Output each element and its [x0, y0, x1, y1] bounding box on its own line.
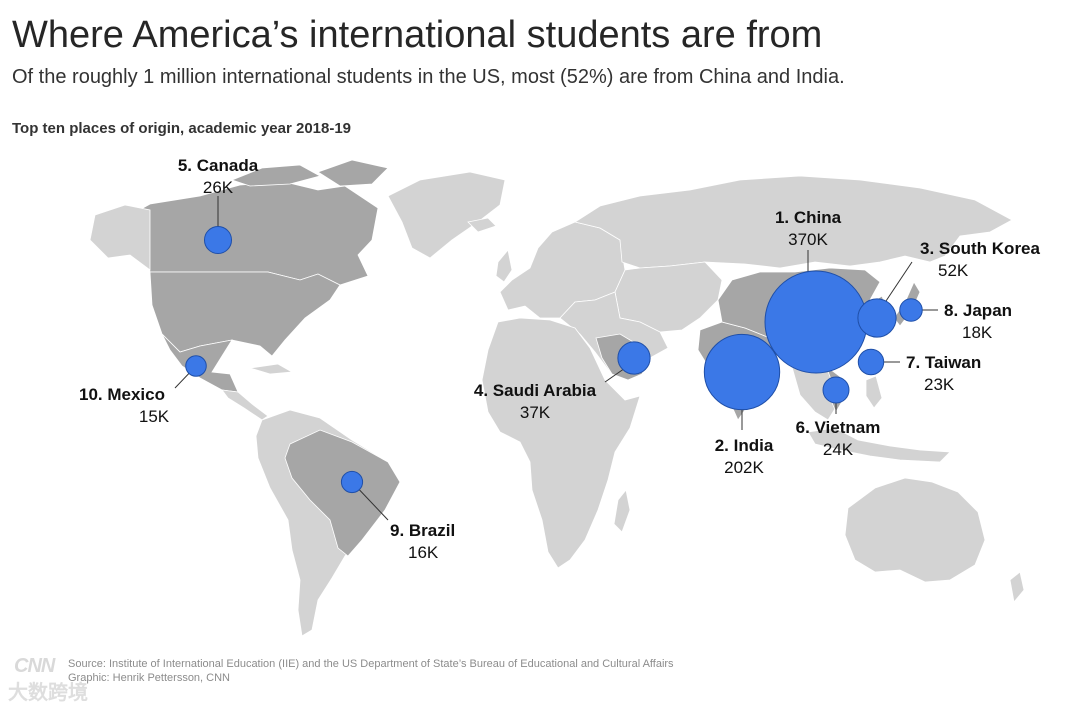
- label-name-canada: 5. Canada: [178, 156, 259, 175]
- credit-note: Graphic: Henrik Pettersson, CNN: [68, 672, 230, 684]
- cnn-logo: CNN: [14, 655, 55, 677]
- label-name-south-korea: 3. South Korea: [920, 239, 1041, 258]
- world-land-layer: [89, 159, 1025, 637]
- chart-title: Where America’s international students a…: [12, 14, 823, 56]
- source-note: Source: Institute of International Educa…: [68, 658, 674, 670]
- label-value-saudi-arabia: 37K: [520, 403, 551, 422]
- label-value-china: 370K: [788, 230, 828, 249]
- land-greenland: [387, 171, 506, 259]
- label-value-taiwan: 23K: [924, 375, 955, 394]
- bubble-brazil: [340, 470, 364, 494]
- land-africa: [481, 317, 641, 569]
- label-name-taiwan: 7. Taiwan: [906, 353, 981, 372]
- label-name-saudi-arabia: 4. Saudi Arabia: [474, 381, 597, 400]
- land-canada: [117, 181, 379, 286]
- label-name-china: 1. China: [775, 208, 842, 227]
- land-iceland: [467, 217, 497, 233]
- label-name-japan: 8. Japan: [944, 301, 1012, 320]
- footer: Source: Institute of International Educa…: [68, 657, 674, 685]
- leader-line-south-korea: [883, 261, 913, 305]
- land-cuba: [249, 363, 294, 375]
- land-uk: [495, 249, 513, 283]
- land-philippines: [865, 375, 883, 409]
- land-new-zealand: [1009, 571, 1025, 603]
- label-value-mexico: 15K: [139, 407, 170, 426]
- label-value-south-korea: 52K: [938, 261, 969, 280]
- label-name-brazil: 9. Brazil: [390, 521, 455, 540]
- land-australia: [844, 477, 986, 583]
- label-value-canada: 26K: [203, 178, 234, 197]
- bubble-vietnam: [822, 376, 850, 404]
- bubble-china: [764, 270, 868, 374]
- land-alaska: [89, 204, 151, 271]
- bubble-layer: [185, 225, 923, 494]
- label-value-japan: 18K: [962, 323, 993, 342]
- label-name-mexico: 10. Mexico: [79, 385, 165, 404]
- label-value-brazil: 16K: [408, 543, 439, 562]
- label-value-india: 202K: [724, 458, 764, 477]
- land-central-america: [221, 389, 269, 421]
- bubble-taiwan: [857, 348, 885, 376]
- bubble-south-korea: [857, 298, 897, 338]
- world-map: 1. China 370K 2. India 202K 3. South Korea 52…: [79, 156, 1041, 637]
- land-arctic-islands-2: [317, 159, 389, 187]
- bubble-canada: [203, 225, 233, 255]
- land-brazil: [284, 429, 401, 557]
- bubble-japan: [899, 298, 923, 322]
- chart-heading: Top ten places of origin, academic year …: [12, 120, 352, 137]
- watermark: 大数跨境: [8, 682, 88, 704]
- label-name-vietnam: 6. Vietnam: [796, 418, 881, 437]
- bubble-india: [703, 333, 781, 411]
- bubble-mexico: [185, 355, 207, 377]
- label-name-india: 2. India: [715, 436, 774, 455]
- label-layer: 1. China 370K 2. India 202K 3. South Korea 52…: [79, 156, 1041, 562]
- land-usa: [149, 271, 341, 357]
- label-value-vietnam: 24K: [823, 440, 854, 459]
- bubble-saudi-arabia: [617, 341, 651, 375]
- land-madagascar: [613, 489, 631, 533]
- chart-subtitle: Of the roughly 1 million international s…: [12, 66, 845, 88]
- land-indonesia: [807, 427, 951, 463]
- land-arctic-islands: [230, 164, 322, 187]
